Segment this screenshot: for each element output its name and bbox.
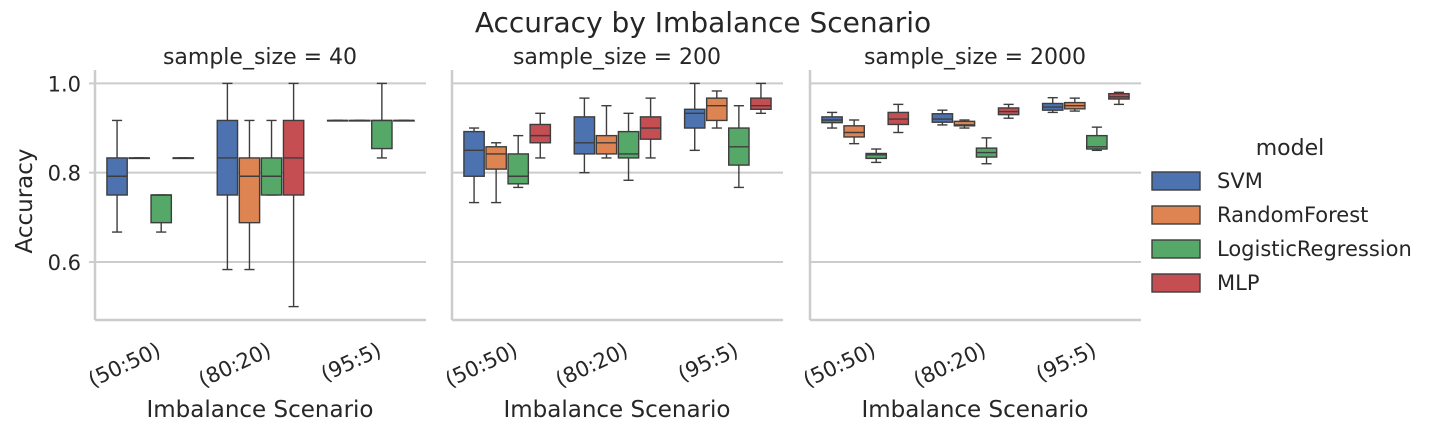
legend-label: SVM <box>1217 169 1263 193</box>
x-tick-label: (50:50) <box>84 338 164 392</box>
box-iqr <box>953 120 976 127</box>
legend-label: MLP <box>1217 271 1259 295</box>
legend-swatch <box>1151 205 1201 225</box>
legend-item: LogisticRegression <box>1151 237 1412 261</box>
x-tick-label: (95:5) <box>317 338 385 387</box>
box-plot <box>617 112 640 181</box>
box-iqr <box>150 194 173 224</box>
x-axis-label: Imbalance Scenario <box>146 397 373 423</box>
plot-area: 0.6 0.8 1.0 (50:50) (80:20) (95:5) (50:50) (80:… <box>48 70 1141 392</box>
x-axis-label: Imbalance Scenario <box>503 397 730 423</box>
legend-item: SVM <box>1151 169 1263 193</box>
box-plot <box>485 142 507 204</box>
panel: 0.6 0.8 1.0 (50:50) (80:20) (95:5) <box>48 70 426 392</box>
y-tick-label: 0.8 <box>48 162 81 186</box>
box-iqr <box>573 116 596 155</box>
y-tick-label: 1.0 <box>48 72 81 96</box>
box-plot <box>463 127 485 204</box>
box-plot <box>529 112 552 159</box>
x-tick-label: (80:20) <box>910 338 990 392</box>
box-plot <box>326 119 349 122</box>
box-plot <box>683 82 706 152</box>
x-tick-label: (80:20) <box>552 338 632 392</box>
x-tick-label: (95:5) <box>1032 338 1100 387</box>
box-iqr <box>843 125 865 138</box>
box-plot <box>128 157 150 160</box>
box-plot <box>728 105 750 189</box>
x-tick-label: (95:5) <box>674 338 742 387</box>
box-plot <box>573 97 596 174</box>
box-plot <box>953 119 976 129</box>
box-plot <box>393 119 415 122</box>
legend-item: MLP <box>1151 271 1259 295</box>
box-iqr <box>463 130 485 177</box>
legend-swatch <box>1151 171 1201 191</box>
x-tick-label: (50:50) <box>799 338 879 392</box>
legend-swatch <box>1151 273 1201 293</box>
chart-title: Accuracy by Imbalance Scenario <box>475 6 931 39</box>
box-iqr <box>371 119 393 150</box>
box-plot <box>865 148 888 164</box>
legend-label: LogisticRegression <box>1217 237 1412 261</box>
box-plot <box>1086 126 1108 152</box>
box-plot <box>106 119 128 233</box>
box-plot <box>975 137 998 165</box>
box-iqr <box>1086 134 1108 150</box>
box-plot <box>705 90 728 129</box>
legend-swatch <box>1151 239 1201 259</box>
y-axis-label: Accuracy <box>12 148 38 253</box>
legend-label: RandomForest <box>1217 203 1368 227</box>
legend-item: RandomForest <box>1151 203 1368 227</box>
box-iqr <box>705 97 728 122</box>
box-plot <box>1063 97 1086 112</box>
box-plot <box>843 119 865 145</box>
box-plot <box>507 134 530 189</box>
x-axis-label: Imbalance Scenario <box>861 397 1088 423</box>
box-plot <box>1041 96 1064 114</box>
y-tick-label: 0.6 <box>48 251 81 275</box>
box-plot <box>150 194 173 233</box>
box-plot <box>238 119 261 271</box>
box-iqr <box>238 157 261 224</box>
box-plot <box>172 157 195 160</box>
box-iqr <box>683 108 706 129</box>
box-plot <box>595 105 618 159</box>
box-plot <box>1108 91 1130 106</box>
panel-title: sample_size = 200 <box>513 45 721 70</box>
panel-title: sample_size = 2000 <box>864 45 1086 70</box>
box-plot <box>750 82 772 115</box>
box-iqr <box>595 134 618 155</box>
panel: (50:50) (80:20) (95:5) <box>441 70 783 392</box>
box-plot <box>282 82 305 308</box>
box-plot <box>639 97 662 159</box>
box-plot <box>997 103 1020 119</box>
box-iqr <box>529 123 552 144</box>
panel-title: sample_size = 40 <box>163 45 357 70</box>
box-iqr <box>865 152 888 160</box>
box-plot <box>821 111 843 129</box>
box-plot <box>216 82 239 271</box>
box-iqr <box>507 153 530 185</box>
x-tick-label: (50:50) <box>441 338 521 392</box>
legend-title: model <box>1256 136 1325 161</box>
box-plot <box>371 82 393 159</box>
box-plot <box>931 109 954 126</box>
x-tick-label: (80:20) <box>195 338 275 392</box>
box-iqr <box>931 113 954 123</box>
box-plot <box>260 119 283 196</box>
panel: (50:50) (80:20) (95:5) <box>799 70 1141 392</box>
box-iqr <box>750 97 772 110</box>
box-iqr <box>617 130 640 159</box>
box-plot <box>887 103 910 134</box>
box-iqr <box>485 146 507 170</box>
box-plot <box>348 119 371 122</box>
